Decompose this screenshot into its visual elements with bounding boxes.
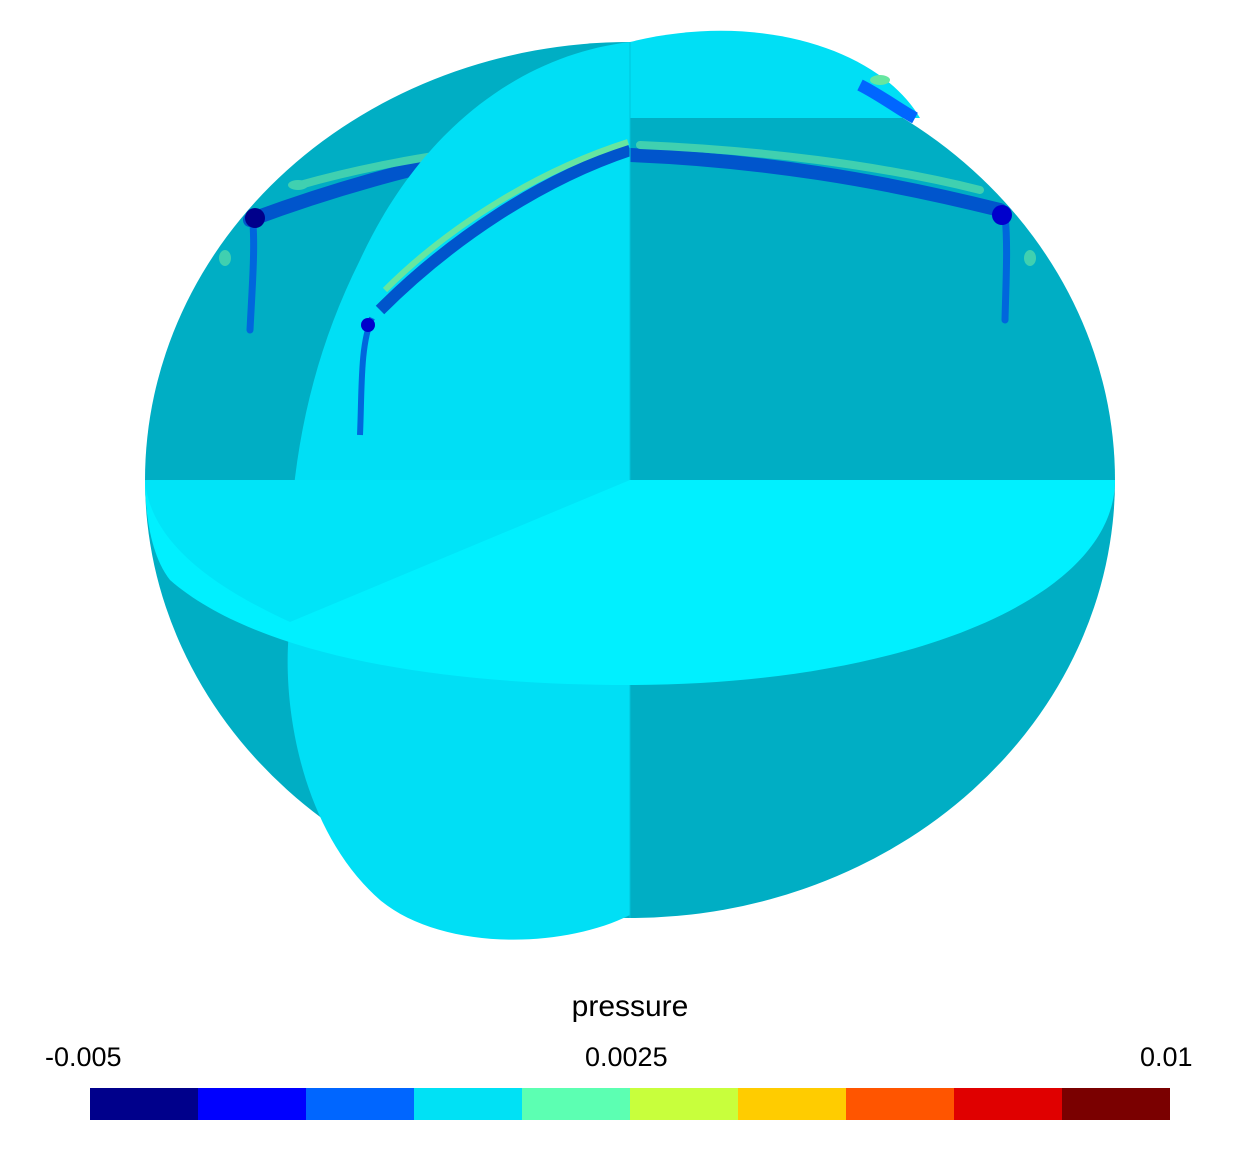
vertical-slice bbox=[287, 30, 920, 940]
equatorial-slice bbox=[145, 480, 1115, 685]
colorbar-swatch-5 bbox=[630, 1088, 738, 1120]
colorbar-tick-max: 0.01 bbox=[1140, 1042, 1193, 1072]
colorbar-tick-mid: 0.0025 bbox=[585, 1042, 668, 1072]
colorbar-swatch-9 bbox=[1062, 1088, 1170, 1120]
colorbar-title: pressure bbox=[571, 990, 689, 1023]
colorbar-swatch-0 bbox=[90, 1088, 198, 1120]
colorbar-swatch-7 bbox=[846, 1088, 954, 1120]
vertical-slice-lower bbox=[287, 622, 630, 940]
colorbar bbox=[90, 1088, 1170, 1120]
colorbar-tick-min: -0.005 bbox=[45, 1042, 122, 1072]
colorbar-swatch-8 bbox=[954, 1088, 1062, 1120]
colorbar-swatch-2 bbox=[306, 1088, 414, 1120]
colorbar-swatch-1 bbox=[198, 1088, 306, 1120]
colorbar-swatch-4 bbox=[522, 1088, 630, 1120]
colorbar-swatch-6 bbox=[738, 1088, 846, 1120]
vertical-slice-upper bbox=[630, 30, 920, 118]
colorbar-swatch-3 bbox=[414, 1088, 522, 1120]
pressure-field-render bbox=[145, 30, 1115, 940]
